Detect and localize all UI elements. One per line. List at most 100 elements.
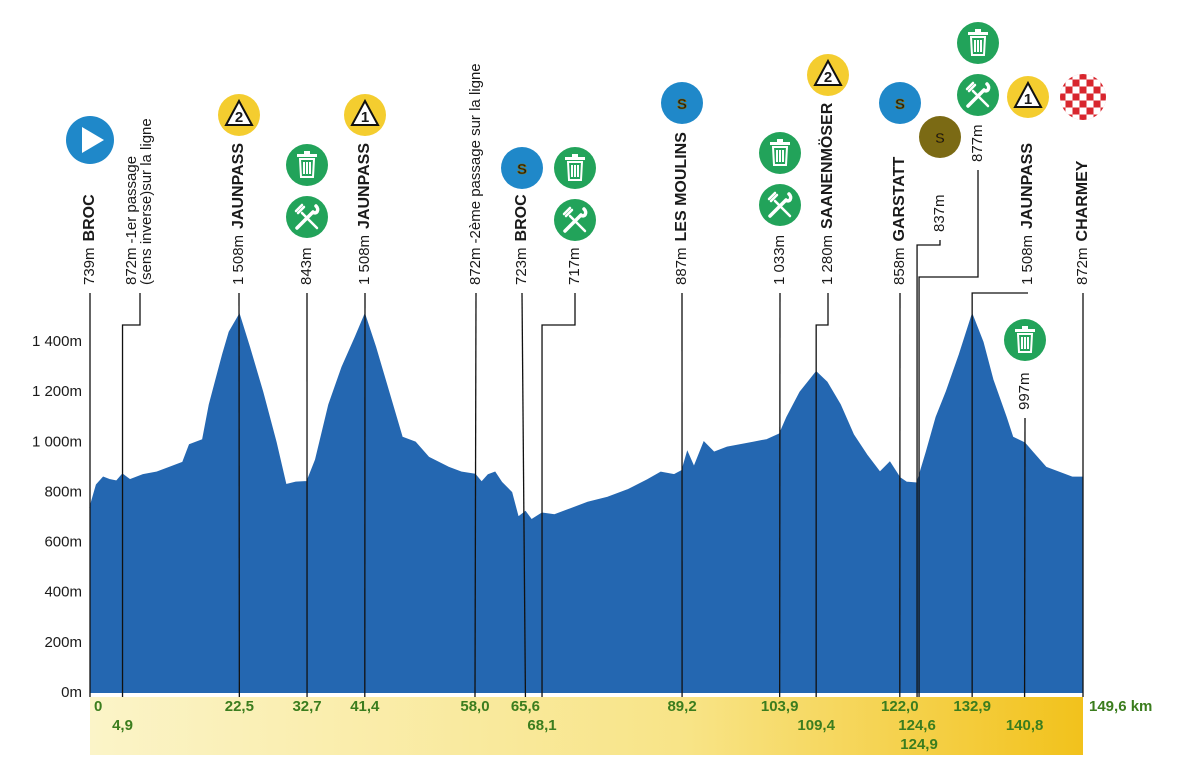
- km-label: 122,0: [881, 698, 919, 715]
- leader-line: [541, 293, 576, 697]
- icon-waste: [957, 22, 999, 64]
- note: (sens inverse)sur la ligne: [138, 118, 155, 285]
- elevation-label: 1 280m: [819, 235, 836, 285]
- elevation-label: 872m: [1074, 247, 1091, 285]
- y-tick-label: 800m: [44, 483, 82, 500]
- elevation-label: 877m: [969, 124, 986, 162]
- elevation-label: 843m: [298, 247, 315, 285]
- waypoint-label: 872m CHARMEY: [1074, 160, 1091, 285]
- check: [1079, 79, 1087, 87]
- elevation-label: 858m: [891, 247, 908, 285]
- sprint-label: S: [935, 130, 945, 147]
- icon-sprint: S: [919, 116, 961, 158]
- note: -1er passage: [123, 156, 140, 244]
- icon-glyph: [965, 81, 990, 108]
- check: [1060, 74, 1066, 80]
- place-name: BROC: [513, 194, 530, 242]
- y-tick-label: 1 000m: [32, 433, 82, 450]
- elevation-label: 997m: [1016, 372, 1033, 410]
- climb-category: 2: [235, 109, 243, 126]
- flag: [1060, 74, 1106, 120]
- icon-glyph: [566, 161, 584, 181]
- place-name: GARSTATT: [891, 157, 908, 242]
- check: [1086, 100, 1094, 108]
- check: [1065, 93, 1073, 101]
- km-label: 124,6: [898, 717, 936, 734]
- leader-line: [918, 170, 979, 697]
- icon-climb: 1: [344, 94, 386, 136]
- waypoint-label: 739m BROC: [81, 194, 98, 285]
- icon-glyph: [768, 192, 793, 218]
- elevation-label: 739m: [81, 247, 98, 285]
- icon-waste: [759, 132, 801, 174]
- icon-glyph: [82, 127, 104, 153]
- place-name: SAANENMÖSER: [817, 102, 836, 229]
- waypoint-label: 1 508m JAUNPASS: [230, 143, 247, 285]
- check: [1060, 114, 1066, 120]
- place-name: JAUNPASS: [356, 143, 373, 229]
- check: [1079, 93, 1087, 101]
- y-tick-label: 200m: [44, 634, 82, 651]
- km-label: 109,4: [797, 717, 835, 734]
- y-tick-label: 1 200m: [32, 383, 82, 400]
- icon-glyph: [975, 29, 981, 32]
- waypoint-label: 1 508m JAUNPASS: [1019, 143, 1036, 285]
- sprint-label: S: [895, 96, 905, 113]
- elevation-label: 872m: [467, 247, 484, 285]
- km-label: 58,0: [460, 698, 489, 715]
- elevation-label: 717m: [566, 247, 583, 285]
- icon-waste: [554, 147, 596, 189]
- waypoint-label: 837m: [931, 194, 948, 232]
- icon-climb: 2: [807, 54, 849, 96]
- icon-glyph: [969, 36, 987, 56]
- check: [1079, 107, 1087, 115]
- climb-category: 1: [1024, 91, 1032, 108]
- icon-food: [759, 184, 801, 226]
- waypoint-label: 997m: [1016, 372, 1033, 410]
- icon-bg: [501, 147, 543, 189]
- km-label: 32,7: [292, 698, 321, 715]
- icon-glyph: [1022, 326, 1028, 329]
- km-label: 89,2: [667, 698, 696, 715]
- icon-bg: [879, 82, 921, 124]
- sprint-label: S: [677, 96, 687, 113]
- waypoint-label: 872m -2ème passage sur la ligne: [467, 63, 484, 285]
- waypoint-label: 858m GARSTATT: [891, 157, 908, 285]
- waypoint-label: 872m -1er passage: [123, 156, 140, 285]
- elevation-label: 872m: [123, 247, 140, 285]
- icon-glyph: [350, 98, 380, 126]
- icon-glyph: [767, 191, 792, 218]
- y-tick-label: 0m: [61, 684, 82, 701]
- icon-sprint: S: [879, 82, 921, 124]
- elevation-label: 723m: [513, 247, 530, 285]
- icon-bg: [661, 82, 703, 124]
- icon-glyph: [1016, 333, 1034, 353]
- icon-glyph: [294, 203, 319, 230]
- place-name: JAUNPASS: [230, 143, 247, 229]
- leader-line: [121, 293, 141, 697]
- check: [1060, 86, 1066, 94]
- check: [1100, 74, 1106, 80]
- icon-climb: 2: [218, 94, 260, 136]
- icon-food: [286, 196, 328, 238]
- km-label: 22,5: [225, 698, 254, 715]
- place-name: CHARMEY: [1074, 160, 1091, 241]
- check: [1065, 107, 1073, 115]
- leader-line: [916, 240, 941, 697]
- place-name: BROC: [81, 194, 98, 242]
- km-label: 140,8: [1006, 717, 1044, 734]
- profile-line: [89, 312, 1083, 522]
- y-tick-label: 600m: [44, 534, 82, 551]
- icon-glyph: [565, 157, 585, 160]
- waypoint-label: 1 033m: [771, 235, 788, 285]
- elevation-label: 1 508m: [230, 235, 247, 285]
- km-label: 0: [94, 698, 102, 715]
- waypoint-label: 723m BROC: [513, 194, 530, 285]
- leader-line: [815, 293, 829, 697]
- place-name: JAUNPASS: [1019, 143, 1036, 229]
- y-tick-label: 400m: [44, 584, 82, 601]
- icon-glyph: [813, 58, 843, 86]
- icon-glyph: [771, 146, 789, 166]
- climb-category: 1: [361, 109, 369, 126]
- icon-glyph: [295, 204, 320, 230]
